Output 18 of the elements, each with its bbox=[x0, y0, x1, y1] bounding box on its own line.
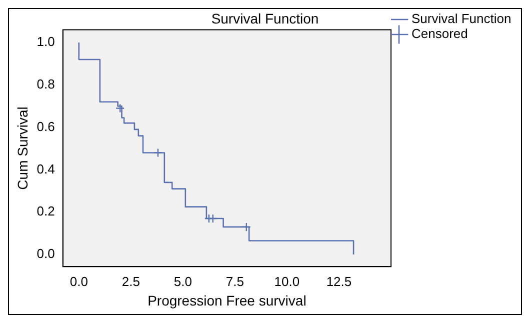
x-tick-label: 0.0 bbox=[70, 274, 88, 289]
y-axis-title: Cum Survival bbox=[14, 106, 30, 190]
point bbox=[115, 104, 125, 113]
y-tick-label: 0.0 bbox=[36, 246, 55, 262]
x-tick-label: 10.0 bbox=[274, 274, 300, 289]
x-tick-label: 7.5 bbox=[226, 274, 244, 289]
y-tick-label: 1.0 bbox=[36, 34, 55, 50]
y-tick-label: 0.2 bbox=[36, 204, 55, 219]
x-axis-title: Progression Free survival bbox=[148, 292, 306, 308]
x-tick-label: 12.5 bbox=[326, 274, 352, 289]
x-tick-label: 5.0 bbox=[174, 274, 192, 289]
y-tick-label: 0.8 bbox=[36, 76, 55, 92]
legend-label: Survival Function bbox=[412, 11, 512, 26]
legend-label: Censored bbox=[412, 26, 468, 42]
y-tick-label: 0.6 bbox=[36, 118, 55, 134]
y-tick-label: 0.4 bbox=[36, 161, 55, 176]
chart-title: Survival Function bbox=[211, 10, 319, 26]
x-tick-label: 2.5 bbox=[122, 274, 140, 289]
